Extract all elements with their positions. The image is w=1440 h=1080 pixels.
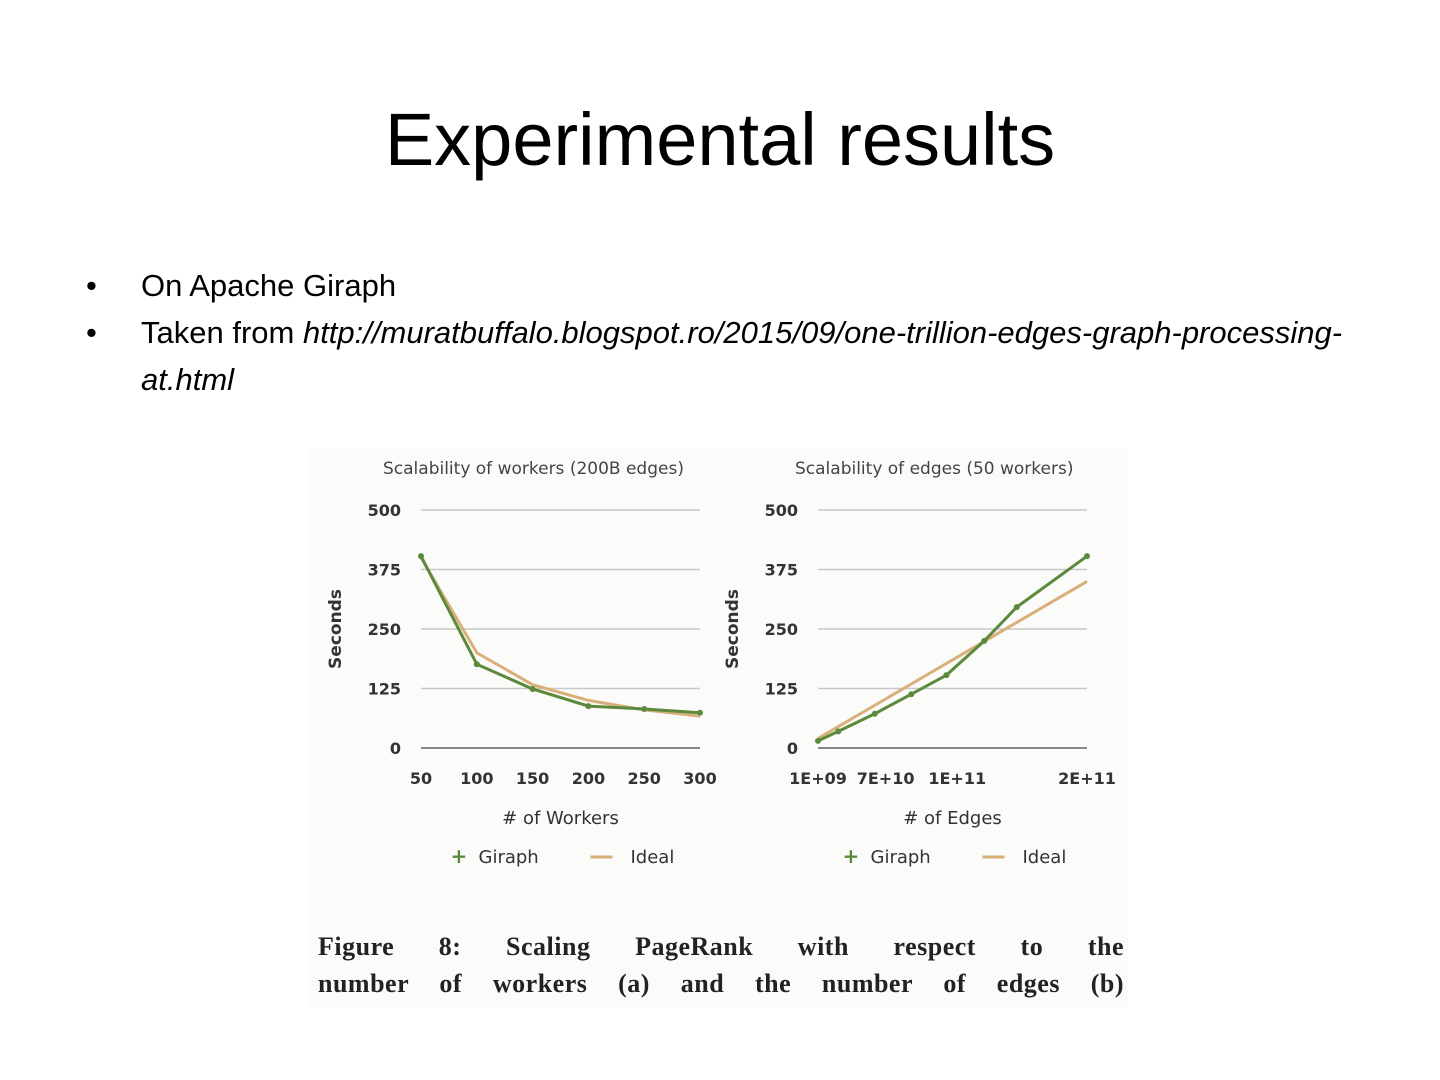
bullet-list: • On Apache Giraph • Taken from http://mur… <box>86 262 1376 403</box>
series-line-giraph <box>419 555 701 715</box>
x-tick-label: 200 <box>572 769 605 788</box>
y-tick-label: 125 <box>368 680 401 699</box>
y-axis-label: Seconds <box>723 589 743 669</box>
data-point <box>1013 604 1020 611</box>
series-line-giraph <box>817 554 1088 743</box>
y-tick-label: 125 <box>765 680 798 699</box>
legend-label: Giraph <box>479 847 539 868</box>
source-link[interactable]: http://muratbuffalo.blogspot.ro/2015/09/… <box>141 315 1343 397</box>
data-point <box>585 703 592 710</box>
x-tick-label: 250 <box>627 769 660 788</box>
figure-caption: Figure 8: Scaling PageRank with respect … <box>318 928 1124 1002</box>
caption-line-1: Figure 8: Scaling PageRank with respect … <box>318 932 1124 961</box>
y-tick-label: 375 <box>368 561 401 580</box>
y-tick-label: 500 <box>368 501 401 520</box>
legend-giraph-icon: + <box>451 844 468 868</box>
data-point <box>871 710 878 717</box>
legend-label: Ideal <box>1023 847 1067 868</box>
x-tick-label: 50 <box>410 769 432 788</box>
data-point <box>418 553 424 560</box>
data-point <box>473 661 480 668</box>
x-tick-label: 300 <box>683 769 716 788</box>
legend-label: Giraph <box>871 847 931 868</box>
y-tick-label: 500 <box>765 501 798 520</box>
slide-title: Experimental results <box>384 98 1056 181</box>
data-point <box>943 672 950 679</box>
data-point <box>1084 553 1090 560</box>
chart-title: Scalability of edges (50 workers) <box>795 459 1073 479</box>
x-tick-label: 7E+10 <box>857 769 915 788</box>
data-point <box>529 685 536 692</box>
bullet-prefix: Taken from <box>141 315 303 350</box>
series-line-ideal <box>817 580 1088 740</box>
bullet-item: • On Apache Giraph <box>86 262 1376 309</box>
data-point <box>641 705 648 712</box>
y-axis-label: Seconds <box>326 589 346 669</box>
y-tick-label: 375 <box>765 561 798 580</box>
y-tick-label: 0 <box>787 739 798 758</box>
x-axis-label: # of Edges <box>903 808 1002 829</box>
data-point <box>697 709 703 716</box>
bullet-icon: • <box>86 315 97 350</box>
charts-svg: Scalability of workers (200B edges) 0 125 2… <box>326 459 1116 868</box>
figure-image: Scalability of workers (200B edges) 0 125 2… <box>308 448 1128 1008</box>
data-point <box>815 737 821 744</box>
data-point <box>835 728 842 735</box>
caption-line-2: number of workers (a) and the number of … <box>318 969 1124 998</box>
legend-label: Ideal <box>631 847 675 868</box>
bullet-icon: • <box>86 268 97 303</box>
x-tick-label: 150 <box>516 769 549 788</box>
data-point <box>981 637 988 644</box>
x-tick-label: 100 <box>460 769 493 788</box>
bullet-text: On Apache Giraph <box>141 268 397 303</box>
bullet-item: • Taken from http://muratbuffalo.blogspot… <box>86 309 1376 403</box>
x-tick-label: 2E+11 <box>1058 769 1116 788</box>
y-tick-label: 250 <box>368 620 401 639</box>
x-axis-label: # of Workers <box>502 808 619 829</box>
legend-giraph-icon: + <box>843 844 860 868</box>
y-tick-label: 250 <box>765 620 798 639</box>
x-tick-label: 1E+11 <box>928 769 986 788</box>
y-tick-label: 0 <box>390 739 401 758</box>
x-tick-label: 1E+09 <box>789 769 847 788</box>
data-point <box>908 691 915 698</box>
chart-title: Scalability of workers (200B edges) <box>383 459 684 479</box>
